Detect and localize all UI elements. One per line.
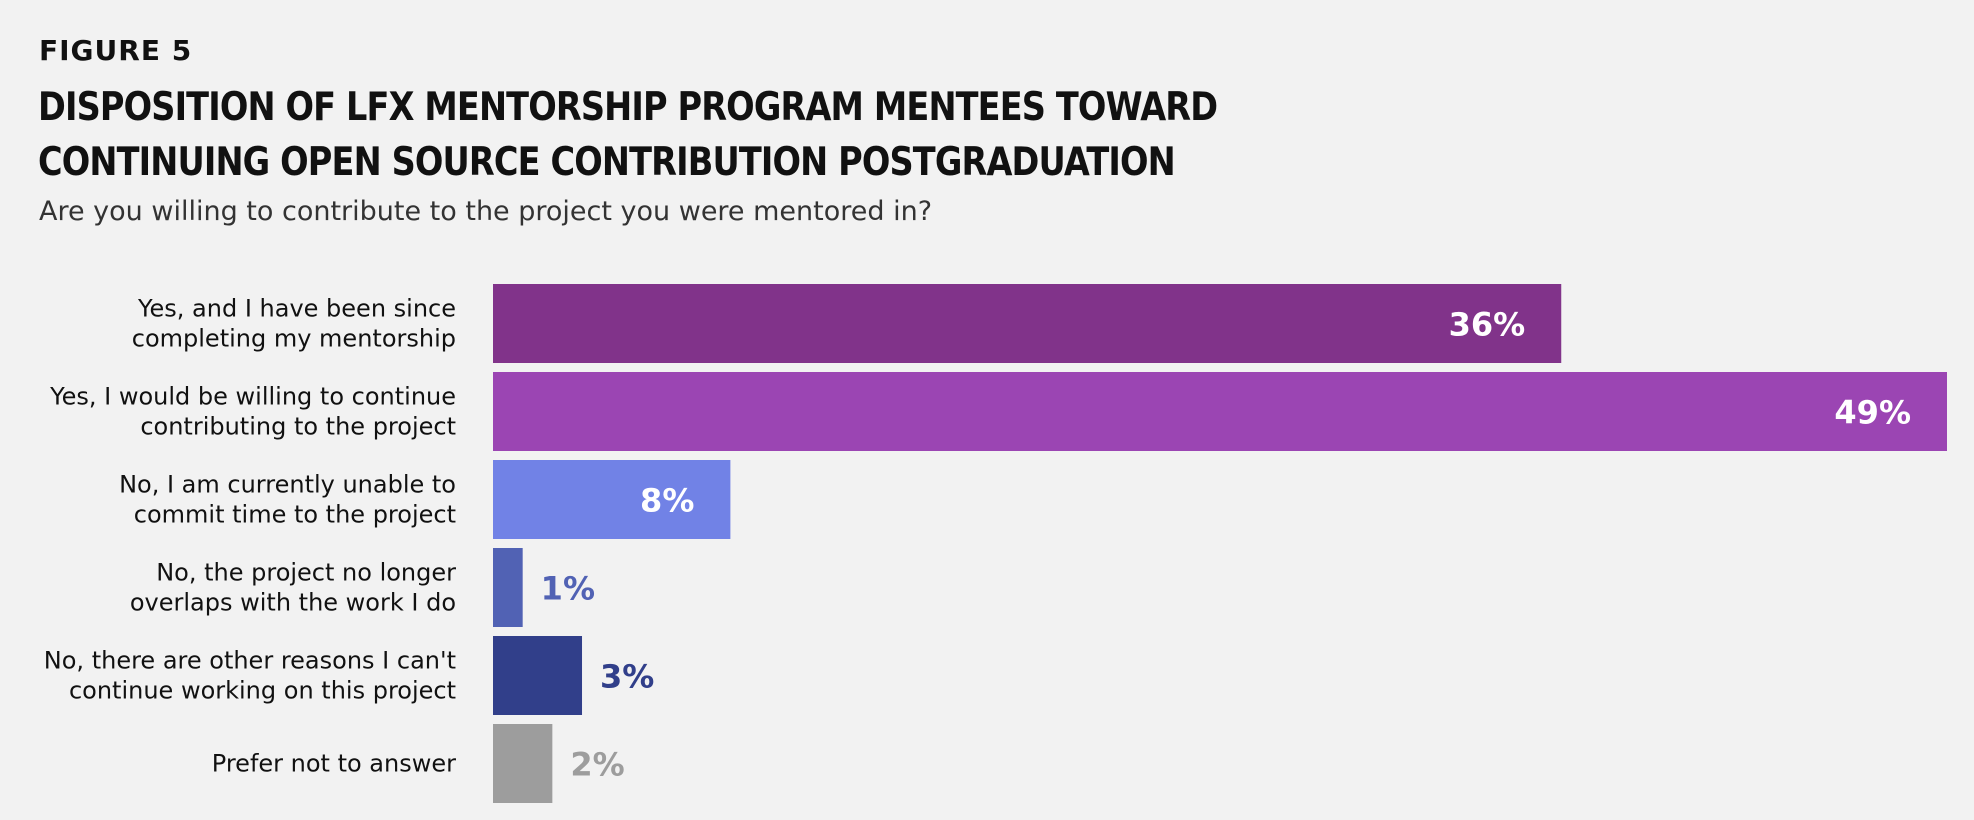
category-label-line: Yes, I would be willing to continue <box>49 383 456 411</box>
bar-group: Yes, I would be willing to continue contr… <box>49 372 1947 451</box>
chart-subtitle: Are you willing to contribute to the pro… <box>39 196 933 227</box>
category-label-line: No, the project no longer <box>156 559 456 587</box>
bar <box>493 548 523 627</box>
category-label-line: contributing to the project <box>140 413 456 441</box>
category-label-line: commit time to the project <box>134 501 456 529</box>
bar-group: Prefer not to answer 2% <box>212 724 625 803</box>
value-label: 2% <box>570 746 624 784</box>
bar-group: No, the project no longer overlaps with t… <box>130 548 595 627</box>
chart-title: DISPOSITION OF LFX MENTORSHIP PROGRAM ME… <box>38 80 1242 190</box>
value-label: 3% <box>600 658 654 696</box>
value-label: 49% <box>1834 394 1911 432</box>
category-label: Yes, I would be willing to continue contr… <box>49 383 456 441</box>
bar <box>493 284 1562 363</box>
value-label: 1% <box>541 570 595 608</box>
bar-group: No, there are other reasons I can't conti… <box>44 636 654 715</box>
value-label: 8% <box>640 482 694 520</box>
category-label-line: overlaps with the work I do <box>130 589 456 617</box>
figure-label: FIGURE 5 <box>39 34 193 67</box>
category-label-line: Prefer not to answer <box>212 750 456 778</box>
bar-group: Yes, and I have been since completing my … <box>132 284 1562 363</box>
category-label: No, the project no longer overlaps with t… <box>130 559 456 617</box>
category-label: No, there are other reasons I can't conti… <box>44 647 456 705</box>
category-label: No, I am currently unable to commit time … <box>119 471 456 529</box>
category-label-line: completing my mentorship <box>132 325 456 353</box>
value-label: 36% <box>1449 306 1526 344</box>
bar <box>493 724 553 803</box>
bar-group: No, I am currently unable to commit time … <box>119 460 731 539</box>
chart-title-line-2: CONTINUING OPEN SOURCE CONTRIBUTION POST… <box>38 140 1176 185</box>
category-label-line: No, I am currently unable to <box>119 471 456 499</box>
category-label: Prefer not to answer <box>212 750 456 778</box>
bar <box>493 636 583 715</box>
category-label-line: Yes, and I have been since <box>137 295 456 323</box>
category-label: Yes, and I have been since completing my … <box>132 295 456 353</box>
bar <box>493 460 731 539</box>
category-label-line: continue working on this project <box>69 677 456 705</box>
chart-title-line-1: DISPOSITION OF LFX MENTORSHIP PROGRAM ME… <box>38 85 1218 130</box>
bar <box>493 372 1947 451</box>
category-label-line: No, there are other reasons I can't <box>44 647 456 675</box>
